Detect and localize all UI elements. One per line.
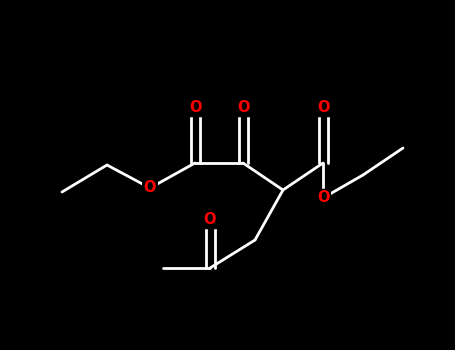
Text: O: O — [204, 212, 216, 228]
Text: O: O — [317, 100, 329, 116]
Text: O: O — [237, 100, 249, 116]
Text: O: O — [317, 190, 329, 205]
Text: O: O — [189, 100, 201, 116]
Text: O: O — [144, 181, 156, 196]
